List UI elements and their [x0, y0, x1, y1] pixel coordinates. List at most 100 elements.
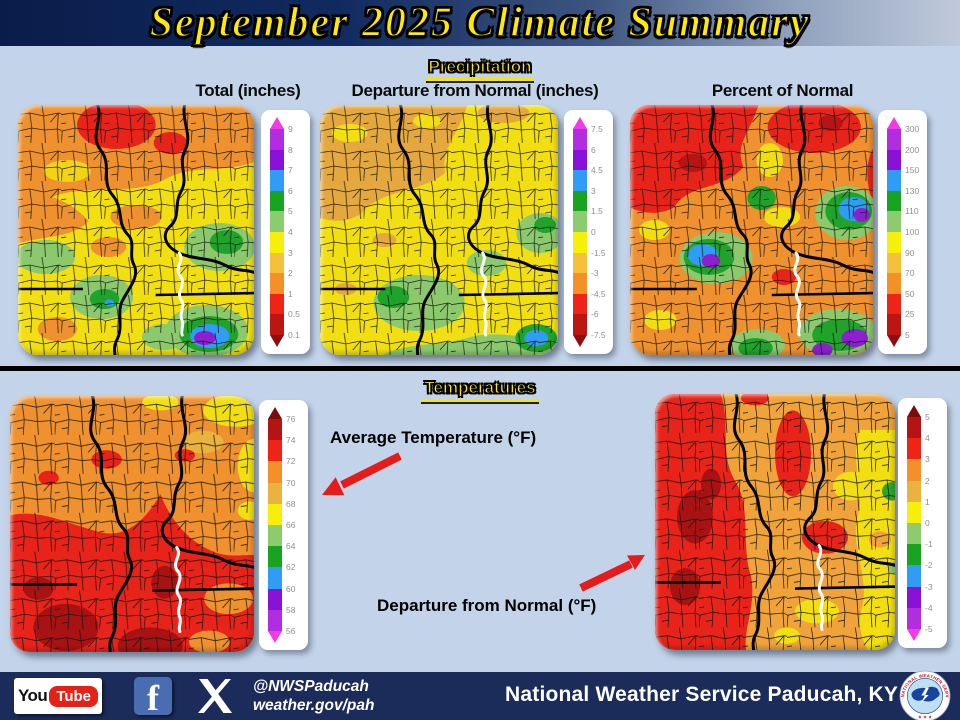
- colorbar-tick-label: 3: [925, 454, 930, 465]
- colorbar-tick-label: 100: [905, 227, 920, 237]
- colorbar-tick-label: 56: [286, 626, 296, 636]
- colorbar-segment: [573, 170, 587, 191]
- x-icon: [198, 679, 232, 713]
- colorbar-tick-label: 66: [286, 520, 296, 530]
- colorbar-segment: [573, 190, 587, 212]
- colorbar-segment: [907, 544, 921, 566]
- map-temp-departure: [655, 394, 895, 650]
- colorbar-segment: [270, 211, 284, 232]
- colorbar-segment: [907, 438, 921, 460]
- colorbar-segment: [907, 480, 921, 502]
- colorbar-tick-label: 68: [286, 498, 296, 509]
- colorbar-segment: [907, 586, 921, 608]
- colorbar-segment: [270, 293, 284, 315]
- colorbar-segment: [907, 501, 921, 524]
- colorbar-tick-label: 7.5: [591, 124, 603, 134]
- colorbar-tick-label: 1.5: [591, 206, 603, 217]
- arrow-to-average-temp-map: [322, 452, 402, 496]
- colorbar-arrow-bottom: [268, 631, 282, 644]
- colorbar-temp-average: 76 74 72 70 68 66 64 62 60 58 56: [259, 400, 308, 650]
- colorbar-tick-label: 4: [288, 227, 293, 237]
- colorbar-segment: [887, 273, 901, 294]
- colorbar-tick-label: 5: [905, 330, 910, 340]
- arrow-to-temp-departure-map: [579, 555, 645, 592]
- map-precip-departure: [320, 105, 558, 355]
- colorbar-tick-label: 72: [286, 456, 296, 467]
- colorbar-tick-label: 50: [905, 288, 915, 299]
- colorbar-tick-label: -6: [591, 309, 599, 320]
- colorbar-arrow-top: [887, 117, 901, 129]
- colorbar-tick-label: -2: [925, 560, 933, 571]
- nws-logo-icon: NATIONAL WEATHER SERVICE ★ ★ ★: [899, 670, 951, 720]
- colorbar-tick-label: 0.5: [288, 309, 300, 320]
- colorbar-arrow-bottom: [270, 334, 284, 347]
- colorbar-segment: [268, 588, 282, 610]
- colorbar-arrow-top: [573, 117, 587, 129]
- colorbar-bar: [270, 117, 284, 347]
- colorbar-segment: [573, 314, 587, 335]
- colorbar-tick-label: 64: [286, 541, 296, 552]
- colorbar-tick-label: 62: [286, 562, 296, 573]
- colorbar-ticks: 300 200 150 130 110 100 90 70 50 25 5: [905, 124, 926, 340]
- map-temp-average: [10, 396, 254, 652]
- colorbar-temp-departure: 5 4 3 2 1 0 -1 -2 -3 -4 -5: [898, 398, 947, 648]
- title-bar: September 2025 Climate Summary: [0, 0, 960, 47]
- colorbar-segment: [268, 440, 282, 462]
- colorbar-arrow-top: [907, 405, 921, 417]
- map-temp-departure-graphic: [655, 394, 895, 650]
- colorbar-segment: [907, 565, 921, 587]
- colorbar-tick-label: -4: [925, 602, 933, 613]
- colorbar-tick-label: 1: [288, 288, 293, 299]
- colorbar-segment: [907, 459, 921, 481]
- colorbar-tick-label: 4: [925, 433, 930, 444]
- colorbar-segment: [270, 149, 284, 171]
- colorbar-tick-label: -3: [591, 268, 599, 279]
- facebook-letter: f: [147, 678, 159, 715]
- precipitation-heading-text: Precipitation: [425, 57, 535, 81]
- colorbar-tick-label: -7.5: [591, 330, 606, 340]
- colorbar-segment: [268, 567, 282, 589]
- colorbar-tick-label: 200: [905, 144, 920, 155]
- map-label-precip-percent: Percent of Normal: [711, 81, 854, 100]
- colorbar-tick-label: 70: [286, 477, 296, 488]
- colorbar-segment: [270, 190, 284, 212]
- colorbar-tick-label: 4.5: [591, 165, 603, 176]
- colorbar-tick-label: 130: [905, 185, 920, 196]
- precipitation-section-heading: Precipitation: [0, 57, 960, 81]
- temperatures-section-heading: Temperatures: [0, 378, 960, 402]
- colorbar-precip-departure: 7.5 6 4.5 3 1.5 0 -1.5 -3 -4.5 -6 -7.5: [564, 110, 613, 354]
- colorbar-tick-label: 0: [591, 227, 596, 237]
- social-handle-block: @NWSPaducah weather.gov/pah: [253, 677, 374, 716]
- colorbar-ticks: 76 74 72 70 68 66 64 62 60 58 56: [286, 414, 307, 636]
- map-label-precip-total: Total (inches): [195, 81, 301, 100]
- colorbar-tick-label: 5: [925, 412, 930, 422]
- colorbar-tick-label: 2: [288, 268, 293, 279]
- label-average-temperature: Average Temperature (°F): [330, 428, 537, 447]
- colorbar-tick-label: 150: [905, 165, 920, 176]
- colorbar-segment: [887, 252, 901, 274]
- youtube-icon: You Tube: [14, 678, 102, 714]
- colorbar-segment: [270, 273, 284, 294]
- colorbar-tick-label: 300: [905, 124, 920, 134]
- colorbar-segment: [573, 273, 587, 294]
- colorbar-tick-label: 0: [925, 518, 930, 528]
- map-precip-departure-graphic: [320, 105, 558, 355]
- colorbar-tick-label: 1: [925, 496, 930, 507]
- colorbar-tick-label: 6: [288, 185, 293, 196]
- colorbar-segment: [907, 417, 921, 439]
- colorbar-tick-label: 25: [905, 309, 915, 320]
- label-temp-departure: Departure from Normal (°F): [377, 596, 597, 615]
- colorbar-segment: [268, 609, 282, 632]
- colorbar-bar: [573, 117, 587, 347]
- colorbar-segment: [573, 149, 587, 171]
- colorbar-precip-total: 9 8 7 6 5 4 3 2 1 0.5 0.1: [261, 110, 310, 354]
- colorbar-segment: [887, 314, 901, 335]
- footer-bar: You Tube f @NWSPaducah weather.gov/pah N…: [0, 670, 960, 720]
- colorbar-segment: [268, 419, 282, 441]
- youtube-tube-text: Tube: [49, 685, 99, 707]
- colorbar-tick-label: -3: [925, 581, 933, 592]
- colorbar-ticks: 7.5 6 4.5 3 1.5 0 -1.5 -3 -4.5 -6 -7.5: [591, 124, 612, 340]
- colorbar-segment: [887, 129, 901, 150]
- colorbar-segment: [268, 461, 282, 483]
- colorbar-segment: [573, 231, 587, 253]
